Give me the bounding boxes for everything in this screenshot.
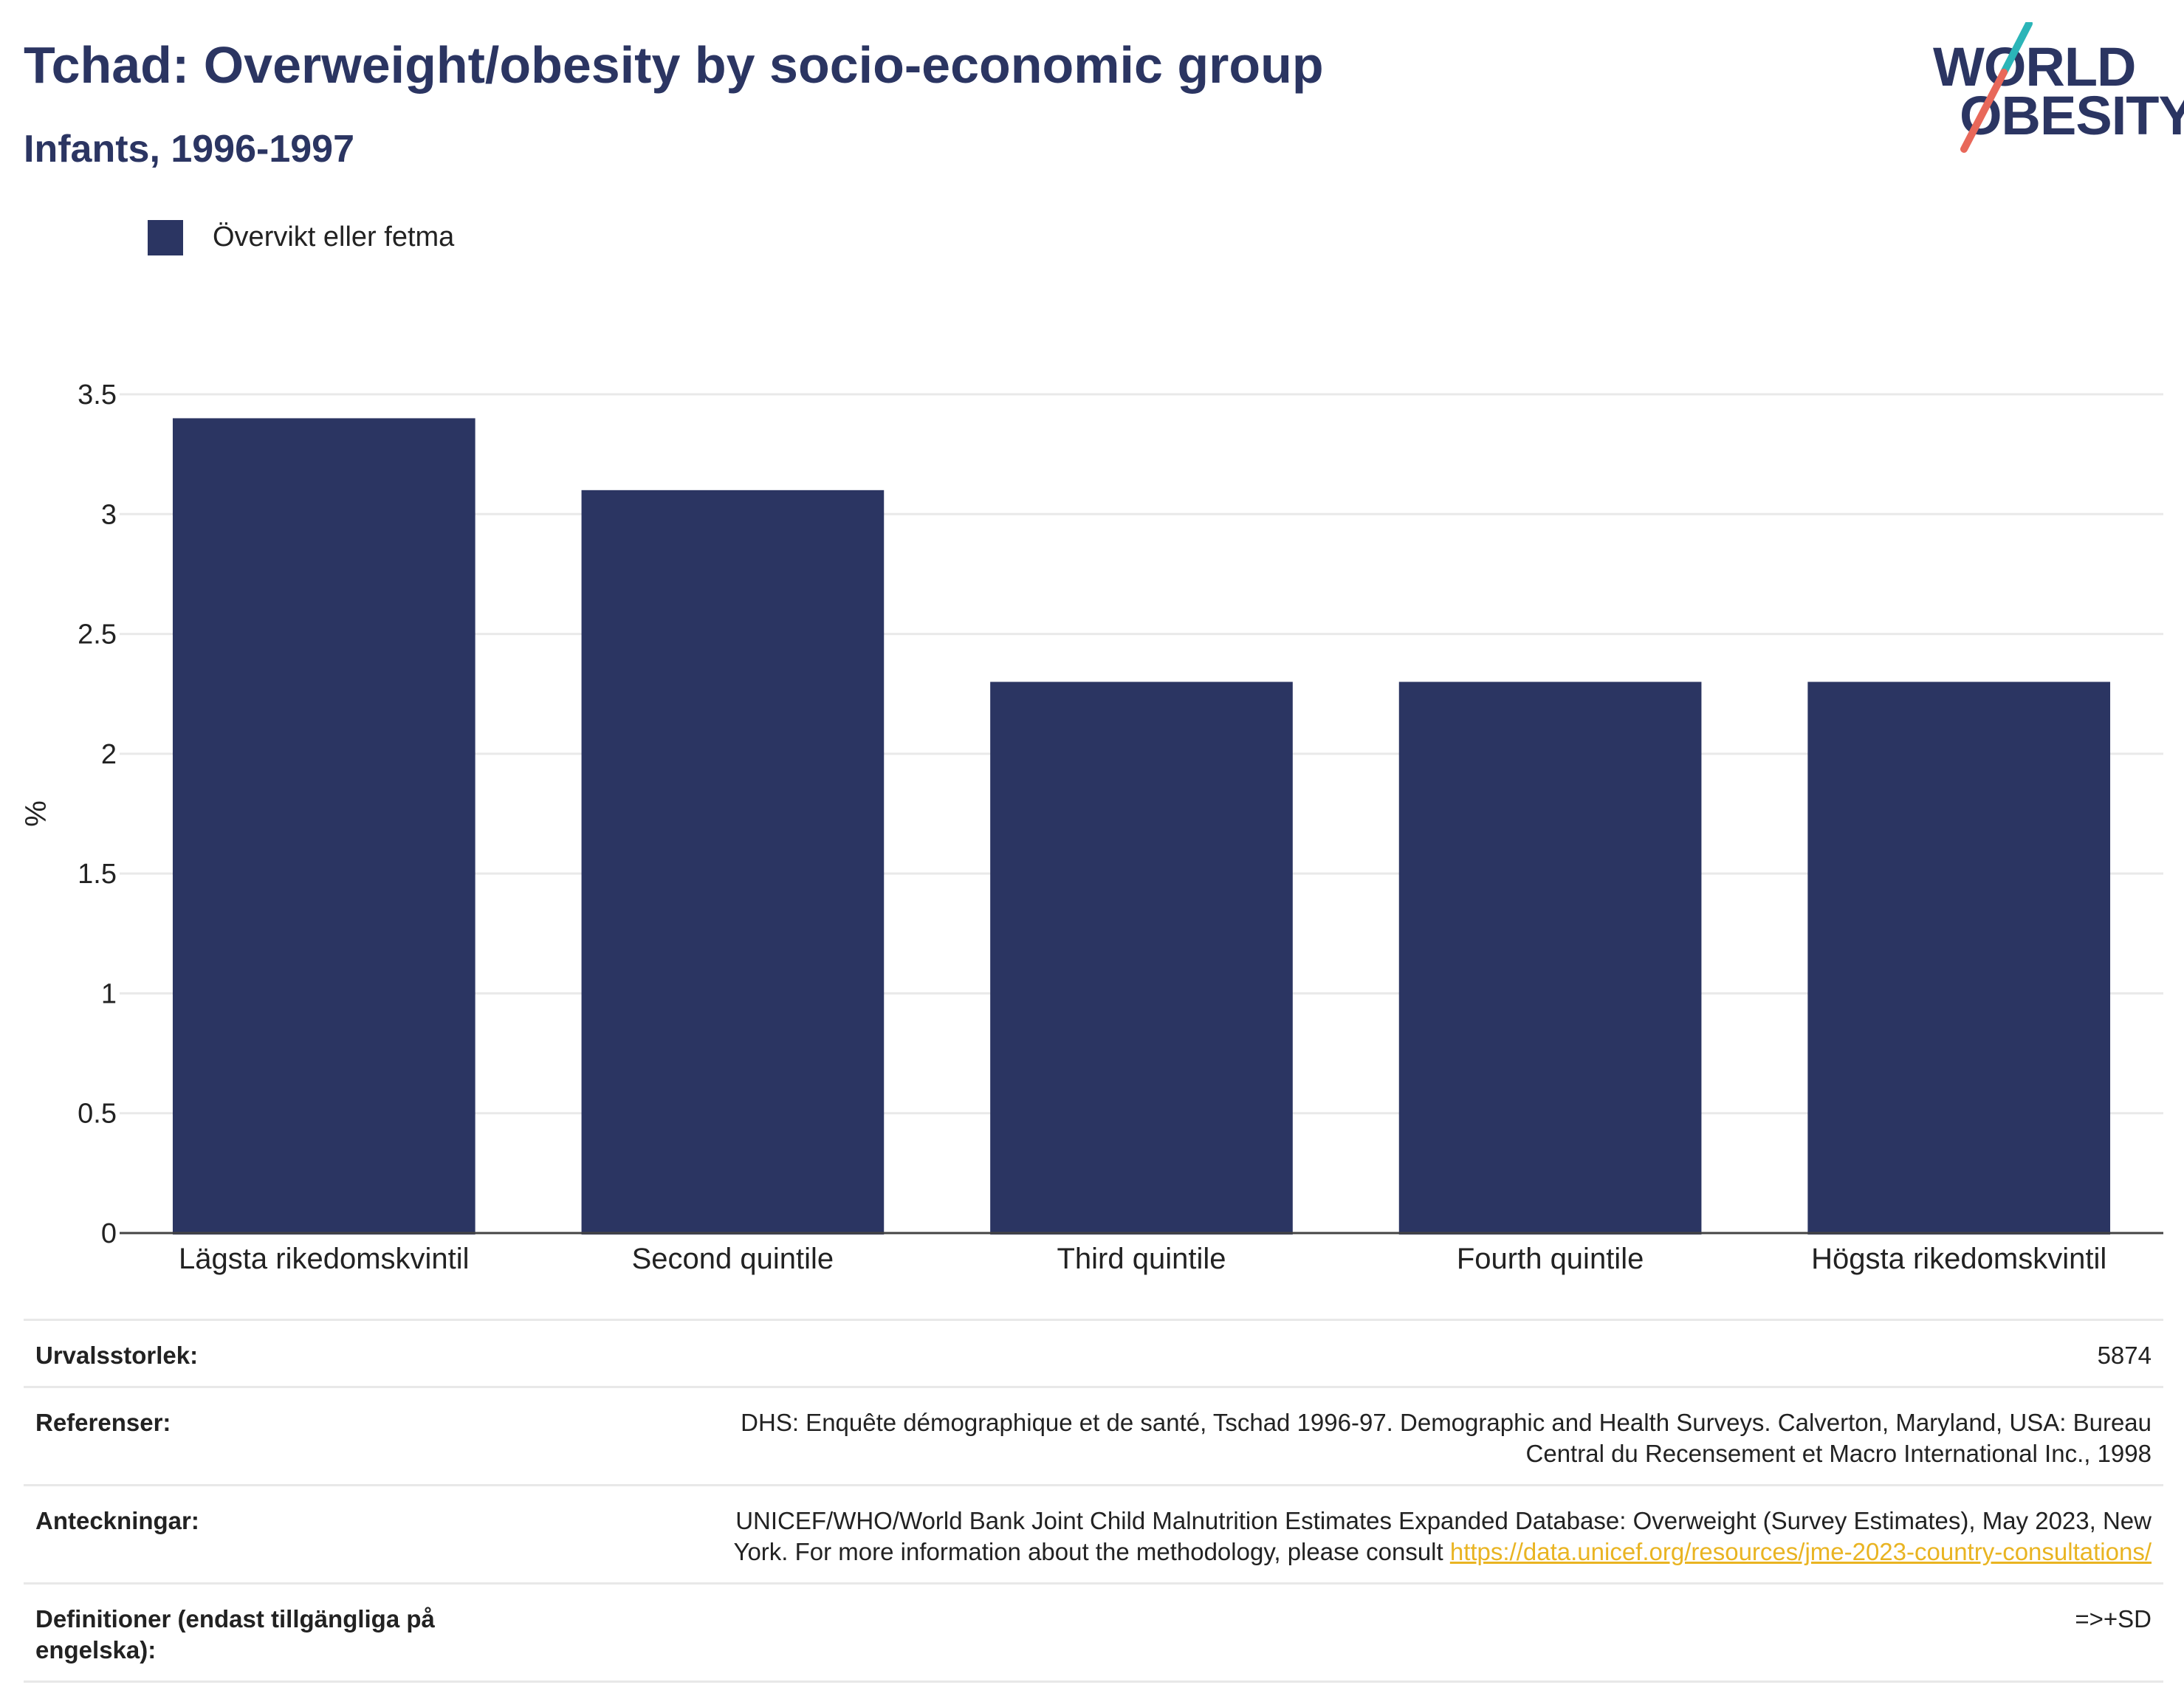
definitions-label: Definitioner (endast tillgängliga på eng…: [24, 1582, 496, 1683]
legend-swatch: [148, 220, 183, 255]
references-value: DHS: Enquête démographique et de santé, …: [496, 1386, 2163, 1486]
world-obesity-logo: WORLD OBESITY: [1927, 22, 2184, 155]
info-row-references: Referenser: DHS: Enquête démographique e…: [24, 1386, 2163, 1486]
y-tick-label: 1: [101, 978, 117, 1009]
bar: [581, 490, 885, 1235]
definitions-value: =>+SD: [496, 1582, 2163, 1683]
info-row-definitions: Definitioner (endast tillgängliga på eng…: [24, 1582, 2163, 1683]
bar: [172, 418, 475, 1235]
y-tick-label: 0: [101, 1218, 117, 1249]
legend-label: Övervikt eller fetma: [213, 222, 455, 253]
info-row-sample: Urvalsstorlek: 5874: [24, 1319, 2163, 1388]
y-axis-title: %: [20, 800, 52, 827]
info-table: Urvalsstorlek: 5874 Referenser: DHS: Enq…: [24, 1319, 2163, 1683]
y-tick-label: 0.5: [78, 1099, 117, 1130]
bar-chart: 0 0.5 1 1.5 2 2.5 3 3.5 Lägsta rikedomskvintil S…: [20, 380, 2163, 1275]
references-label: Referenser:: [24, 1386, 496, 1486]
y-tick-label: 3.5: [78, 380, 117, 411]
x-category-label: Lägsta rikedomskvintil: [179, 1243, 470, 1275]
y-tick-label: 3: [101, 499, 117, 530]
chart-title: Tchad: Overweight/obesity by socio-econo…: [24, 36, 1324, 94]
definitions-label-line2: engelska):: [35, 1636, 157, 1664]
bar: [1398, 682, 1702, 1235]
notes-text-line2: York. For more information about the met…: [733, 1538, 1450, 1565]
logo-text-world: WORLD: [1933, 36, 2136, 97]
notes-value: UNICEF/WHO/World Bank Joint Child Malnut…: [496, 1484, 2163, 1585]
notes-label: Anteckningar:: [24, 1484, 496, 1585]
info-row-notes: Anteckningar: UNICEF/WHO/World Bank Join…: [24, 1484, 2163, 1585]
references-text-line1: DHS: Enquête démographique et de santé, …: [741, 1409, 2152, 1436]
bar: [990, 682, 1293, 1235]
sample-size-value: 5874: [496, 1319, 2163, 1388]
x-axis-categories: Lägsta rikedomskvintil Second quintile Thi…: [179, 1243, 2106, 1275]
sample-size-label: Urvalsstorlek:: [24, 1319, 496, 1388]
x-category-label: Högsta rikedomskvintil: [1811, 1243, 2106, 1275]
chart-subtitle: Infants, 1996-1997: [24, 128, 355, 171]
x-category-label: Second quintile: [632, 1243, 834, 1275]
bar: [1807, 682, 2111, 1235]
logo-text-obesity: OBESITY: [1960, 85, 2184, 146]
y-axis-ticks: 0 0.5 1 1.5 2 2.5 3 3.5: [78, 380, 117, 1249]
notes-text-line1: UNICEF/WHO/World Bank Joint Child Malnut…: [735, 1507, 2152, 1534]
y-tick-label: 2.5: [78, 619, 117, 650]
definitions-label-line1: Definitioner (endast tillgängliga på: [35, 1605, 435, 1633]
y-tick-label: 1.5: [78, 859, 117, 890]
logo-slash-icon: [1960, 22, 2033, 153]
y-tick-label: 2: [101, 739, 117, 770]
x-category-label: Fourth quintile: [1457, 1243, 1644, 1275]
references-text-line2: Central du Recensement et Macro Internat…: [1525, 1440, 2152, 1467]
x-category-label: Third quintile: [1057, 1243, 1226, 1275]
bars: [172, 418, 2111, 1235]
methodology-link[interactable]: https://data.unicef.org/resources/jme-20…: [1449, 1538, 2152, 1565]
